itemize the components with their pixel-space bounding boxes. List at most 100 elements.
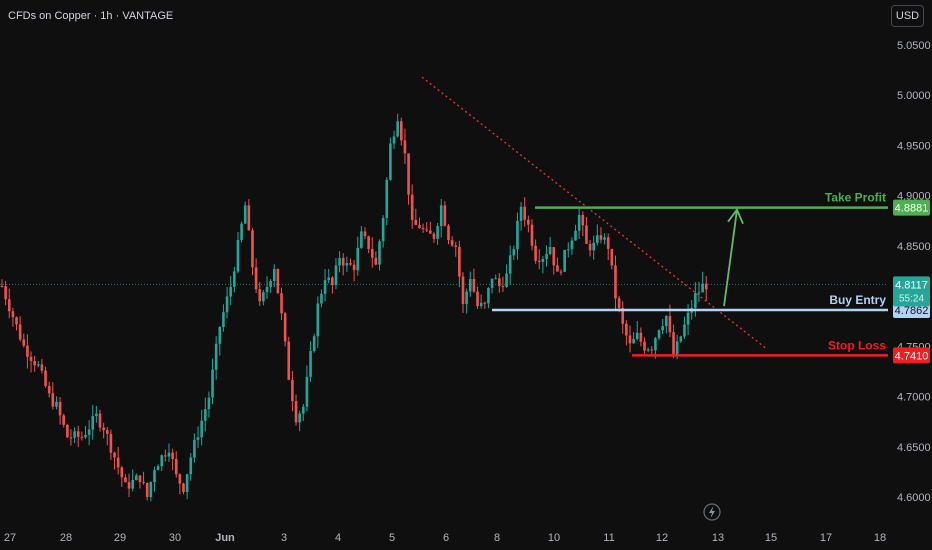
buy-entry-price-text: 4.7862 bbox=[895, 305, 929, 317]
candle-body bbox=[403, 140, 407, 154]
candle-body bbox=[283, 313, 287, 342]
candle-body bbox=[225, 296, 229, 313]
candlestick-series bbox=[0, 113, 708, 502]
candle-body bbox=[0, 286, 4, 288]
candle-body bbox=[47, 385, 51, 394]
candle-body bbox=[156, 466, 160, 471]
candle-body bbox=[91, 416, 95, 430]
candle-body bbox=[327, 277, 330, 281]
candle-body bbox=[109, 433, 113, 453]
candle-body bbox=[349, 263, 352, 265]
time-axis[interactable]: 27 28 29 30 Jun 3 4 5 6 8 10 11 12 13 15 17 18 bbox=[4, 532, 886, 544]
candle-body bbox=[240, 223, 243, 240]
candle-body bbox=[26, 345, 29, 357]
candle-body bbox=[487, 287, 490, 304]
candle-body bbox=[291, 379, 294, 402]
candle-body bbox=[95, 413, 98, 417]
candle-body bbox=[527, 219, 530, 225]
candle-body bbox=[55, 401, 58, 407]
candle-body bbox=[574, 230, 577, 241]
candle-body bbox=[182, 483, 185, 492]
candle-body bbox=[229, 286, 232, 297]
candle-body bbox=[251, 230, 254, 268]
candle-body bbox=[367, 236, 370, 249]
time-tick-label: 5 bbox=[389, 532, 395, 544]
time-tick-label: 30 bbox=[169, 532, 181, 544]
candle-body bbox=[545, 254, 548, 259]
candle-body bbox=[262, 292, 265, 302]
time-tick-label: 10 bbox=[548, 532, 560, 544]
candle-body bbox=[541, 258, 545, 262]
projection-arrow-shaft[interactable] bbox=[723, 209, 738, 307]
candle-body bbox=[512, 249, 516, 256]
price-badges: 4.8881 4.7862 4.7410 4.8117 55:24 bbox=[893, 199, 930, 364]
candle-body bbox=[447, 225, 450, 241]
candle-body bbox=[265, 287, 269, 293]
candle-body bbox=[254, 267, 258, 290]
candle-body bbox=[66, 424, 69, 438]
candle-body bbox=[73, 431, 76, 438]
candle-body bbox=[331, 277, 334, 286]
descending-trendline[interactable] bbox=[421, 76, 767, 349]
candle-body bbox=[552, 247, 556, 266]
candle-body bbox=[389, 143, 392, 180]
candle-body bbox=[196, 437, 200, 440]
buy-entry-label: Buy Entry bbox=[829, 293, 886, 307]
candle-body bbox=[516, 220, 519, 250]
symbol-title[interactable]: CFDs on Copper · 1h · VANTAGE bbox=[8, 10, 174, 22]
candle-body bbox=[363, 231, 367, 237]
candle-body bbox=[694, 293, 697, 308]
current-price-text: 4.8117 bbox=[895, 279, 928, 291]
stop-loss-price-text: 4.7410 bbox=[895, 350, 929, 362]
stop-loss-label: Stop Loss bbox=[828, 338, 886, 352]
candle-body bbox=[280, 293, 283, 314]
time-tick-label: 17 bbox=[820, 532, 832, 544]
candle-body bbox=[18, 324, 22, 340]
candle-body bbox=[450, 240, 454, 246]
candle-body bbox=[203, 409, 207, 421]
price-tick-label: 4.6500 bbox=[897, 442, 931, 454]
candle-body bbox=[664, 316, 668, 327]
candle-body bbox=[171, 452, 174, 459]
candle-body bbox=[338, 257, 341, 266]
candle-body bbox=[632, 339, 635, 344]
candle-body bbox=[400, 121, 403, 141]
candle-body bbox=[370, 248, 374, 258]
currency-button[interactable]: USD bbox=[891, 5, 924, 27]
candle-body bbox=[392, 136, 396, 144]
candle-body bbox=[193, 439, 196, 458]
candle-body bbox=[410, 194, 414, 220]
candle-body bbox=[603, 237, 606, 240]
candle-body bbox=[596, 235, 599, 243]
candle-body bbox=[15, 317, 18, 325]
chart-drawings[interactable]: Take Profit Buy Entry Stop Loss bbox=[0, 76, 888, 521]
candle-body bbox=[577, 214, 581, 231]
candle-body bbox=[675, 341, 679, 357]
candle-body bbox=[610, 248, 614, 266]
price-axis[interactable]: 5.05005.00004.95004.90004.85004.80004.75… bbox=[897, 40, 931, 504]
lightning-icon[interactable] bbox=[703, 503, 721, 521]
candle-body bbox=[323, 280, 327, 294]
candle-body bbox=[352, 264, 356, 271]
candle-body bbox=[211, 369, 214, 398]
candle-body bbox=[381, 218, 385, 242]
take-profit-label: Take Profit bbox=[825, 191, 886, 205]
candle-body bbox=[654, 338, 657, 351]
candle-body bbox=[657, 330, 661, 339]
candle-body bbox=[294, 401, 298, 423]
candle-body bbox=[40, 364, 44, 371]
take-profit-price-text: 4.8881 bbox=[895, 203, 929, 215]
candle-body bbox=[341, 257, 345, 266]
candle-body bbox=[704, 283, 708, 290]
candle-body bbox=[599, 235, 603, 240]
candle-body bbox=[585, 225, 588, 244]
candle-body bbox=[22, 339, 26, 346]
candle-body bbox=[614, 265, 617, 299]
candle-body bbox=[378, 241, 381, 265]
candle-body bbox=[243, 205, 247, 224]
candle-body bbox=[87, 429, 91, 435]
candle-body bbox=[80, 436, 84, 438]
candle-body bbox=[498, 278, 501, 287]
candle-body bbox=[189, 457, 193, 475]
